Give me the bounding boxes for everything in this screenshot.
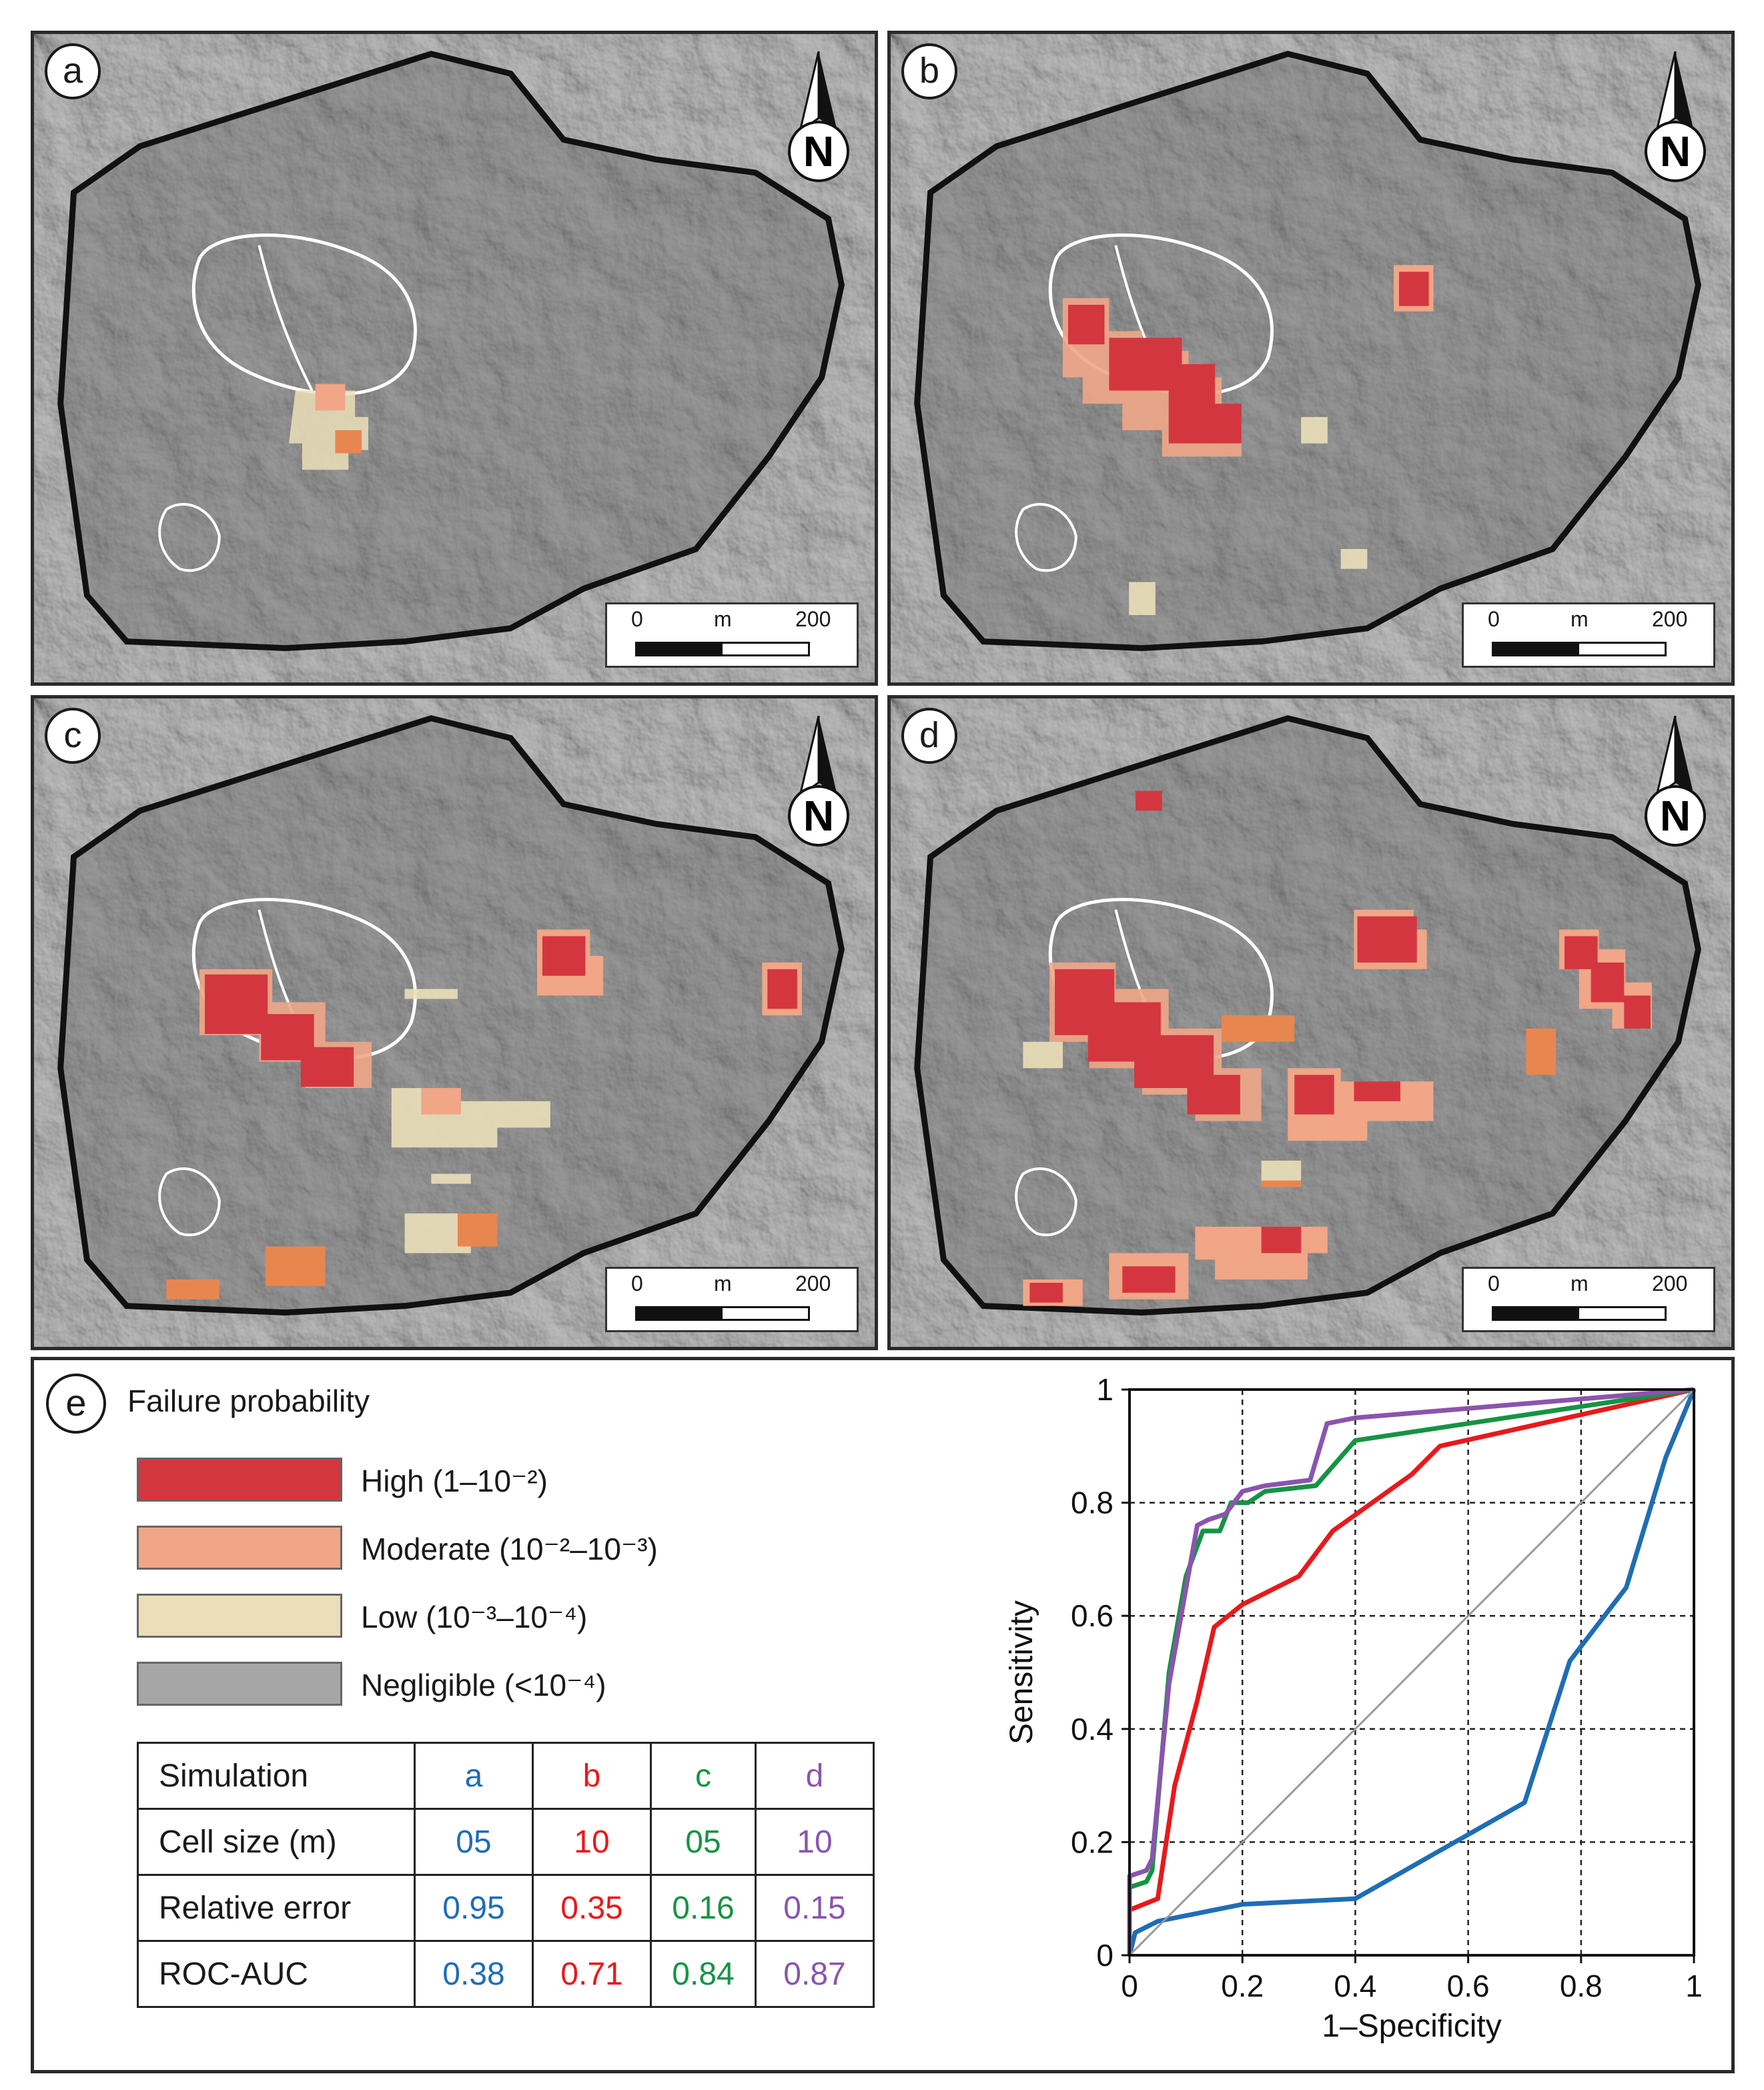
y-tick-label: 1 [1096,1372,1114,1407]
x-tick-label: 0 [1121,1969,1138,2003]
susceptibility-zones [1062,265,1434,616]
roc-line-c [1127,1387,1695,1955]
legend-and-roc-panel: e Failure probability High (1–10⁻²) Mode… [31,1357,1735,2073]
x-tick-label: 0.2 [1221,1969,1264,2003]
hillshade-map [891,698,1731,1347]
catchment-boundary [57,715,845,1316]
y-tick-label: 0.6 [1071,1598,1114,1633]
north-arrow-icon: N [788,716,849,847]
plot-frame [1128,1388,1695,1957]
table-row: Relative error 0.95 0.35 0.16 0.15 [137,1874,875,1942]
x-tick-label: 0.6 [1447,1969,1490,2003]
map-panel-c: c N 0 m 200 [31,695,878,1350]
map-panel-a: a N 0 m 200 [31,31,878,686]
y-tick-label: 0.4 [1071,1712,1114,1746]
catchment-boundary [914,715,1701,1316]
susceptibility-zones [166,929,802,1299]
table-row: ROC-AUC 0.38 0.71 0.84 0.87 [137,1940,875,2008]
north-arrow-icon: N [1645,716,1706,847]
svg-text:N: N [803,792,834,840]
panel-label: d [901,708,957,764]
landslide-scar-small [158,502,221,572]
scale-bar: 0 m 200 [605,602,859,668]
x-tick-label: 0.4 [1334,1969,1376,2003]
panel-label: b [901,43,957,99]
hillshade-map [34,34,875,682]
roc-line-d [1127,1387,1695,1955]
roc-line-b [1127,1387,1695,1955]
x-tick-label: 0.8 [1560,1969,1603,2003]
table-header-row: Simulation a b c d [137,1742,875,1810]
panel-label: c [45,708,101,764]
svg-text:N: N [1660,792,1691,840]
scale-bar: 0 m 200 [605,1267,859,1332]
scale-bar: 0 m 200 [1462,1267,1715,1332]
legend-swatch [137,1458,342,1502]
y-tick-label: 0 [1096,1938,1114,1973]
susceptibility-zones [1023,791,1652,1306]
y-tick-label: 0.2 [1071,1824,1114,1859]
map-panel-b: b N 0 m 200 [887,31,1735,686]
catchment-boundary [57,51,845,651]
scale-bar: 0 m 200 [1462,602,1715,668]
x-tick-label: 1 [1685,1969,1703,2003]
legend-swatch [137,1594,342,1638]
roc-chart: 0 0.2 0.4 0.6 0.8 1 0 0.2 0.4 0.6 0.8 1 1–Specificit… [1004,1372,1703,2044]
table-row: Cell size (m) 05 10 05 10 [137,1808,875,1876]
catchment-shade [60,53,842,648]
susceptibility-zones [288,384,369,470]
simulation-table: Simulation a b c d Cell size (m) 05 10 0… [137,1742,875,2008]
north-arrow-icon: N [1645,51,1706,182]
y-axis-label: Sensitivity [1004,1600,1039,1744]
roc-line-reference [1128,1388,1695,1957]
legend-swatch [137,1526,342,1570]
roc-line-a [1127,1388,1697,1956]
legend-title: Failure probability [127,1384,370,1418]
panel-label: e [46,1374,106,1434]
legend-swatch [137,1662,342,1706]
svg-text:N: N [1660,127,1691,175]
north-arrow-icon: N [788,51,849,182]
catchment-boundary [914,51,1701,651]
hillshade-map [891,34,1731,682]
y-tick-label: 0.8 [1071,1486,1114,1520]
landslide-scar [191,233,417,396]
panel-label: a [45,43,101,99]
svg-text:N: N [803,127,834,175]
x-axis-label: 1–Specificity [1322,2009,1501,2044]
map-panel-d: d N 0 m 200 [887,695,1735,1350]
hillshade-map [34,698,875,1347]
